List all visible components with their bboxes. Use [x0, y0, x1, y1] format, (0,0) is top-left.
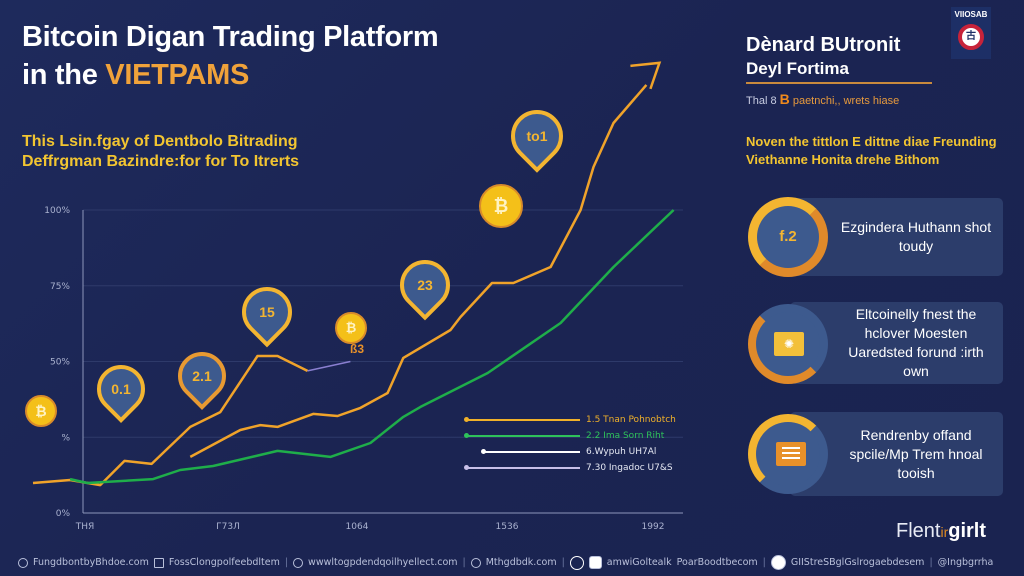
series-line-2	[69, 209, 675, 485]
globe-icon	[18, 557, 28, 568]
x-tick-label: Г73Л	[216, 522, 240, 532]
legend-item: 2.2 Ima Sorn Riht	[464, 430, 665, 442]
at-icon	[470, 557, 481, 568]
footer-link[interactable]: FossClongpolfeebdltem	[168, 557, 280, 568]
title-highlight: VIETPAMS	[105, 59, 249, 91]
y-tick-label: 75%	[50, 282, 70, 292]
social-icon	[588, 556, 602, 569]
title-line-2: in the VIETPAMS	[22, 56, 438, 94]
separator: |	[284, 557, 289, 568]
progress-ring-icon: f.2	[748, 197, 828, 277]
separator: |	[561, 557, 565, 568]
right-panel-title: Dènard BUtronit Deyl Fortima	[746, 33, 900, 81]
info-card: Rendrenby offand spcile/Mp Trem hnoal to…	[790, 412, 1003, 496]
page-title: Bitcoin Digan Trading Platform in the VI…	[22, 18, 439, 94]
emblem-icon: 古	[958, 24, 984, 50]
x-tick-label: 1536	[495, 522, 519, 532]
ring-label: f.2	[779, 228, 797, 245]
y-tick-label: 100%	[44, 206, 70, 216]
tag-suffix: paetnchi,, wrets hiase	[792, 95, 900, 107]
info-card: Eltcoinelly fnest the hclover Moesten Ua…	[790, 302, 1003, 384]
tag-prefix: Thal 8	[746, 95, 777, 107]
annotation-label: ß3	[350, 342, 365, 356]
separator: |	[462, 557, 466, 568]
logo-text-2: ir	[940, 524, 949, 540]
y-tick-label: 50%	[50, 358, 70, 368]
legend-item: 6.Wypuh UH7Al	[481, 446, 657, 458]
footer-link[interactable]: @Ingbgrrha	[937, 557, 994, 568]
footer-link[interactable]: amwiGoltealk	[606, 557, 672, 568]
wallet-icon: ✺	[748, 304, 828, 384]
cloud-icon	[293, 557, 304, 568]
card-text: Rendrenby offand spcile/Mp Trem hnoal to…	[849, 426, 983, 481]
series-line-0	[32, 354, 309, 487]
legend-item: 1.5 Tnan Pohnobtch	[464, 414, 676, 426]
right-title-line-1: Dènard BUtronit	[746, 34, 901, 56]
trend-arrowhead	[630, 61, 662, 90]
chat-icon	[770, 555, 786, 570]
separator: |	[929, 557, 933, 568]
divider	[746, 82, 932, 84]
footer-link[interactable]: wwwltogpdendqoilhyellect.com	[308, 557, 458, 568]
right-tagline: Thal 8 B paetnchi,, wrets hiase	[746, 91, 899, 107]
separator: |	[762, 557, 766, 568]
footer-logo: Flentirgirlt	[896, 520, 986, 543]
document-sheet-icon	[776, 442, 806, 466]
brand-badge: VIIOSAB 古	[951, 7, 991, 59]
instagram-icon	[569, 555, 584, 570]
right-title-line-2: Deyl Fortima	[746, 59, 849, 78]
subtitle-line-1: This Lsin.fgay of Dentbolo Bitrading	[22, 133, 298, 150]
legend-item: 7.30 Ingadoc U7&S	[464, 462, 673, 474]
card-text: Eltcoinelly fnest the hclover Moesten Ua…	[848, 306, 984, 379]
legend-label: 2.2 Ima Sorn Riht	[586, 431, 665, 441]
legend-label: 6.Wypuh UH7Al	[586, 447, 657, 457]
badge-text: VIIOSAB	[954, 10, 988, 19]
document-icon	[748, 414, 828, 494]
footer-links: FungdbontbyBhdoe.com FossClongpolfeebdlt…	[18, 555, 993, 570]
footer-link[interactable]: FungdbontbyBhdoe.com	[33, 557, 149, 568]
logo-text-1: Flent	[896, 520, 941, 542]
footer-link[interactable]: PoarBoodtbecom	[676, 557, 758, 568]
footer-link[interactable]: GIIStreSBglGslrogaebdesem	[790, 557, 925, 568]
x-tick-label: 1992	[641, 522, 665, 532]
legend-label: 7.30 Ingadoc U7&S	[586, 463, 673, 473]
note-line-2: Viethanne Honita drehe Bithom	[746, 152, 940, 167]
bitcoin-coin-icon: ₿	[479, 184, 523, 228]
legend-swatch	[464, 465, 580, 470]
title-prefix: in the	[22, 59, 98, 91]
title-line-1: Bitcoin Digan Trading Platform	[22, 21, 439, 53]
bitcoin-coin-icon: ₿	[335, 312, 367, 344]
x-tick-label: 1064	[345, 522, 369, 532]
bitcoin-icon: B	[779, 91, 790, 107]
y-tick-label: %	[61, 433, 70, 443]
legend-label: 1.5 Tnan Pohnobtch	[586, 415, 676, 425]
bitcoin-coin-icon: ₿	[25, 395, 57, 427]
right-note: Noven the tittlon E dittne diae Freundin…	[746, 133, 997, 169]
series-line-3	[307, 360, 351, 372]
x-tick-label: ТНЯ	[75, 522, 95, 532]
legend-swatch	[464, 433, 580, 438]
legend-swatch	[481, 449, 580, 454]
logo-text-3: girlt	[948, 520, 987, 542]
y-tick-label: 0%	[56, 509, 71, 519]
chart-icon	[153, 557, 164, 568]
footer-link[interactable]: Mthgdbdk.com	[485, 557, 557, 568]
subtitle-line-2: Deffrgman Bazindre:for for To Itrerts	[22, 153, 300, 170]
legend-swatch	[464, 417, 580, 422]
series-line-1	[189, 84, 648, 459]
bitcoin-chip-icon: ✺	[774, 332, 804, 356]
note-line-1: Noven the tittlon E dittne diae Freundin…	[746, 134, 997, 149]
subtitle: This Lsin.fgay of Dentbolo Bitrading Def…	[22, 132, 299, 172]
card-text: Ezgindera Huthann shot toudy	[840, 219, 992, 254]
